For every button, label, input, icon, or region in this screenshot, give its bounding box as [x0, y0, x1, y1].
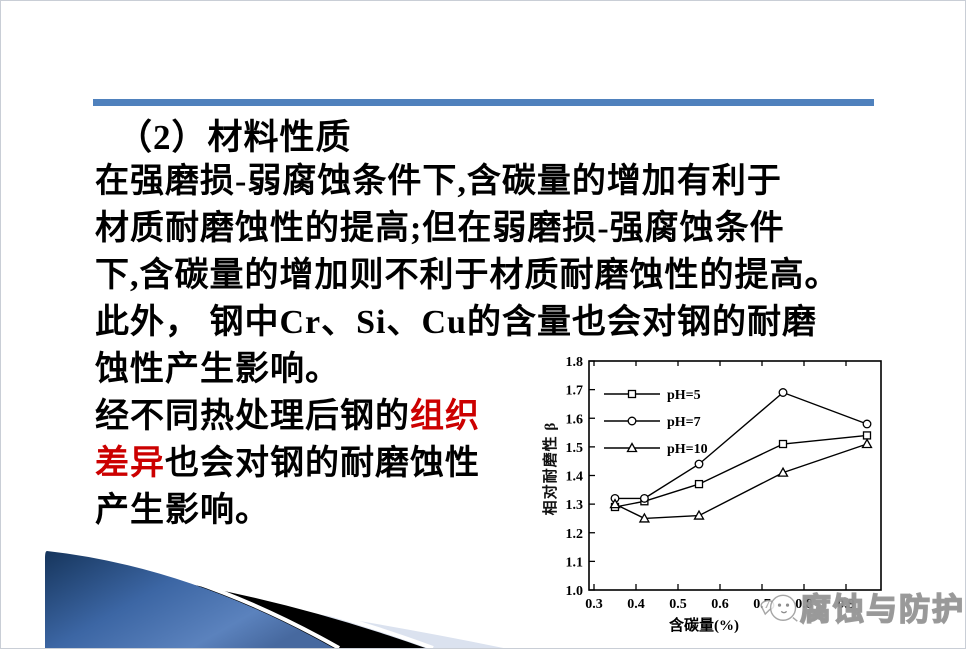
svg-text:1.1: 1.1 [566, 555, 584, 570]
svg-text:pH=7: pH=7 [667, 415, 701, 430]
ribbon-black [95, 570, 426, 648]
svg-text:1.2: 1.2 [566, 527, 584, 542]
body-line: 此外， 钢中Cr、Si、Cu的含量也会对钢的耐磨 [95, 304, 817, 341]
body-line: 材质耐磨蚀性的提高;但在弱磨损-强腐蚀条件 [95, 210, 785, 247]
svg-text:0.8: 0.8 [795, 597, 813, 612]
watermark-logo: 腐蚀与防护 [759, 577, 965, 635]
svg-text:1.7: 1.7 [566, 384, 584, 399]
body-line: 经不同热处理后钢的组织 [95, 398, 480, 435]
svg-text:pH=10: pH=10 [667, 442, 708, 457]
body-line: 产生影响。 [95, 492, 270, 529]
svg-text:0.4: 0.4 [627, 597, 645, 612]
svg-text:pH=5: pH=5 [667, 388, 701, 403]
slide-title-text: （2）材料性质 [117, 118, 352, 157]
body-line: 差异也会对钢的耐磨蚀性 [95, 445, 480, 482]
chart-canvas: 0.30.40.50.60.70.80.91.01.11.21.31.41.51… [566, 355, 882, 634]
body-line: 下,含碳量的增加则不利于材质耐磨蚀性的提高。 [95, 257, 840, 294]
highlight-text-red: 差异 [95, 445, 165, 482]
highlight-text-red: 组织 [410, 398, 480, 435]
watermark-text: 腐蚀与防护 [799, 591, 965, 628]
wear-resistance-chart: 0.30.40.50.60.70.80.91.01.11.21.31.41.51… [536, 353, 896, 646]
ribbon-gray [113, 588, 504, 648]
svg-text:1.8: 1.8 [566, 355, 584, 370]
body-line: 在强磨损-弱腐蚀条件下,含碳量的增加有利于 [95, 163, 782, 200]
body-line: 蚀性产生影响。 [95, 351, 340, 388]
title-divider-rule [93, 99, 874, 106]
mascot-face-icon [760, 594, 798, 622]
chart-y-axis-label: 相对耐磨性 β [543, 421, 559, 516]
slide-title: （2）材料性质 [117, 109, 352, 160]
svg-text:0.9: 0.9 [837, 597, 855, 612]
svg-text:0.3: 0.3 [585, 597, 603, 612]
svg-text:0.5: 0.5 [669, 597, 687, 612]
svg-text:1.5: 1.5 [566, 441, 584, 456]
svg-text:0.6: 0.6 [711, 597, 729, 612]
svg-text:1.3: 1.3 [566, 498, 584, 513]
body-text-block: 在强磨损-弱腐蚀条件下,含碳量的增加有利于 材质耐磨蚀性的提高;但在弱磨损-强腐… [95, 158, 840, 534]
svg-text:1.4: 1.4 [566, 470, 584, 485]
svg-text:1.6: 1.6 [566, 412, 584, 427]
svg-text:1.0: 1.0 [566, 584, 584, 599]
svg-text:含碳量(%): 含碳量(%) [669, 616, 739, 634]
ribbon-blue [45, 551, 334, 648]
corner-ribbon-decoration [44, 546, 504, 648]
